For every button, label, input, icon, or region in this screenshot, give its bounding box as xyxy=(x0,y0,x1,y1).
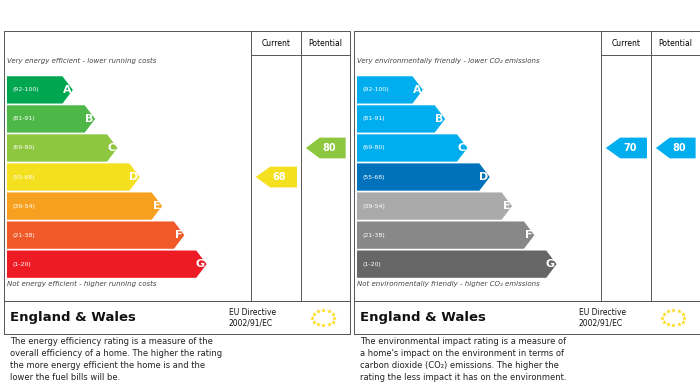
Polygon shape xyxy=(7,76,73,104)
Text: E: E xyxy=(503,201,510,211)
Text: 70: 70 xyxy=(623,143,636,153)
Text: D: D xyxy=(479,172,488,182)
Text: (39-54): (39-54) xyxy=(362,204,385,208)
Polygon shape xyxy=(357,192,512,220)
Polygon shape xyxy=(7,221,184,249)
Polygon shape xyxy=(357,163,490,191)
Text: Energy Efficiency Rating: Energy Efficiency Rating xyxy=(8,9,172,22)
Text: (55-68): (55-68) xyxy=(12,174,35,179)
Text: Current: Current xyxy=(262,38,291,48)
Text: A: A xyxy=(62,85,71,95)
Text: A: A xyxy=(412,85,421,95)
Text: Very environmentally friendly - lower CO₂ emissions: Very environmentally friendly - lower CO… xyxy=(357,57,540,64)
Text: The environmental impact rating is a measure of
a home's impact on the environme: The environmental impact rating is a mea… xyxy=(360,337,567,382)
Text: Potential: Potential xyxy=(659,38,693,48)
Polygon shape xyxy=(7,105,95,133)
Text: (92-100): (92-100) xyxy=(362,88,389,92)
Text: 80: 80 xyxy=(322,143,336,153)
Text: (81-91): (81-91) xyxy=(12,117,35,122)
Text: D: D xyxy=(129,172,138,182)
Polygon shape xyxy=(357,135,468,161)
Text: EU Directive
2002/91/EC: EU Directive 2002/91/EC xyxy=(579,308,626,327)
Text: (81-91): (81-91) xyxy=(362,117,385,122)
Text: 68: 68 xyxy=(273,172,286,182)
Text: B: B xyxy=(435,114,443,124)
Text: G: G xyxy=(196,259,205,269)
Polygon shape xyxy=(256,167,297,187)
Text: C: C xyxy=(108,143,116,153)
Text: Not environmentally friendly - higher CO₂ emissions: Not environmentally friendly - higher CO… xyxy=(357,281,540,287)
Polygon shape xyxy=(7,163,140,191)
Polygon shape xyxy=(357,251,556,278)
Polygon shape xyxy=(7,135,118,161)
Text: (92-100): (92-100) xyxy=(12,88,38,92)
Text: Environmental Impact (CO₂) Rating: Environmental Impact (CO₂) Rating xyxy=(358,9,591,22)
Text: (21-38): (21-38) xyxy=(12,233,35,238)
Text: E: E xyxy=(153,201,160,211)
Polygon shape xyxy=(656,138,696,158)
Text: G: G xyxy=(546,259,555,269)
Text: (69-80): (69-80) xyxy=(12,145,35,151)
Text: (21-38): (21-38) xyxy=(362,233,385,238)
Polygon shape xyxy=(7,251,206,278)
Text: Very energy efficient - lower running costs: Very energy efficient - lower running co… xyxy=(7,57,156,64)
Polygon shape xyxy=(606,138,647,158)
Polygon shape xyxy=(357,105,445,133)
Polygon shape xyxy=(357,76,423,104)
Text: (39-54): (39-54) xyxy=(12,204,35,208)
Text: 80: 80 xyxy=(672,143,686,153)
Text: (1-20): (1-20) xyxy=(12,262,31,267)
Polygon shape xyxy=(306,138,346,158)
Text: (55-68): (55-68) xyxy=(362,174,385,179)
Polygon shape xyxy=(7,192,162,220)
Text: C: C xyxy=(458,143,466,153)
Text: Not energy efficient - higher running costs: Not energy efficient - higher running co… xyxy=(7,281,157,287)
Text: B: B xyxy=(85,114,93,124)
Text: England & Wales: England & Wales xyxy=(10,311,136,324)
Text: (1-20): (1-20) xyxy=(362,262,381,267)
Text: (69-80): (69-80) xyxy=(362,145,385,151)
Text: The energy efficiency rating is a measure of the
overall efficiency of a home. T: The energy efficiency rating is a measur… xyxy=(10,337,223,382)
Polygon shape xyxy=(357,221,534,249)
Text: England & Wales: England & Wales xyxy=(360,311,486,324)
Text: Current: Current xyxy=(612,38,641,48)
Text: F: F xyxy=(175,230,183,240)
Text: F: F xyxy=(525,230,533,240)
Text: EU Directive
2002/91/EC: EU Directive 2002/91/EC xyxy=(229,308,276,327)
Text: Potential: Potential xyxy=(309,38,343,48)
